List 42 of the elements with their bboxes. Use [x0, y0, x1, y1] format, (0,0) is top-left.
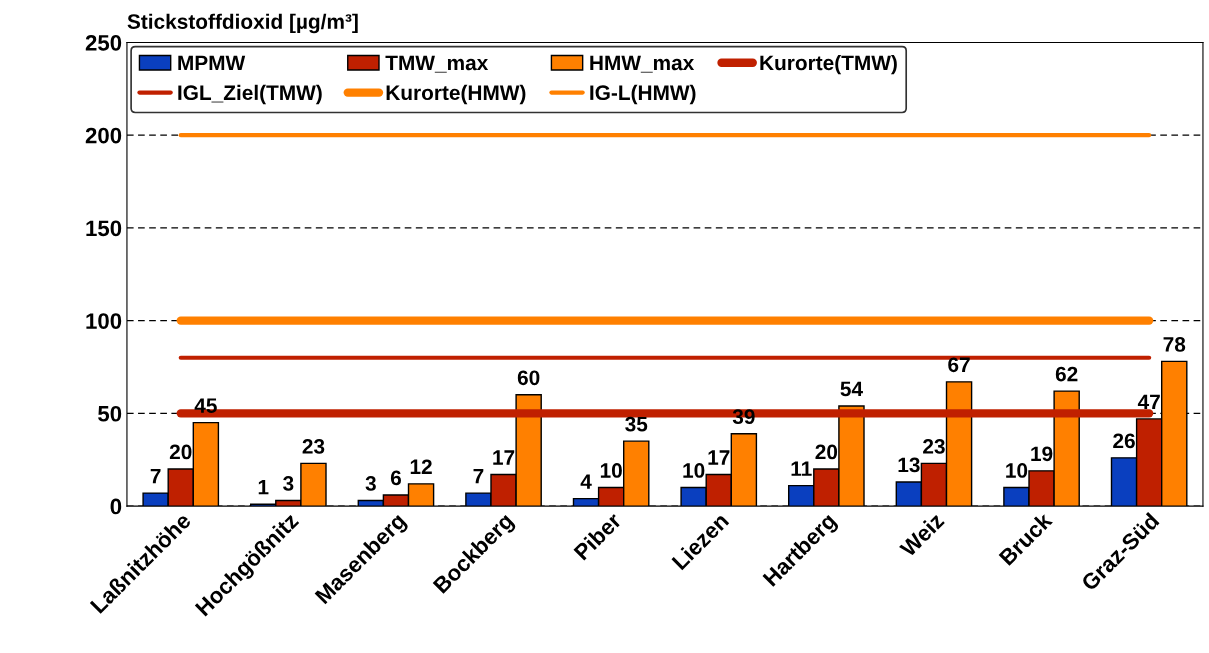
data-label: 10: [683, 463, 705, 478]
y-tick-label: 150: [86, 220, 122, 237]
legend-label: TMW_max: [385, 55, 489, 73]
y-tick-label: 100: [86, 313, 122, 329]
legend-label: IG-L(HMW): [590, 84, 696, 105]
data-label: 7: [473, 468, 484, 484]
y-tick-label: 0: [110, 498, 122, 515]
data-label: 6: [390, 470, 401, 486]
y-tick-label: 250: [85, 34, 122, 51]
data-label: 17: [708, 450, 730, 465]
legend-label: Kurorte(TMW): [760, 54, 897, 75]
data-label: 20: [169, 444, 192, 460]
data-label: 78: [1163, 337, 1186, 352]
data-label: 4: [580, 474, 592, 489]
data-label: 7: [150, 468, 161, 484]
data-label: 3: [365, 476, 376, 491]
data-label: 3: [283, 476, 294, 491]
y-tick-label: 50: [98, 405, 122, 422]
data-label: 23: [302, 439, 325, 454]
data-label: 20: [815, 444, 838, 460]
data-label: 60: [517, 370, 540, 386]
data-label: 12: [410, 459, 432, 474]
data-label: 11: [791, 461, 812, 476]
y-tick-label: 200: [85, 127, 122, 144]
legend-label: MPMW: [178, 55, 246, 71]
data-label: 23: [923, 439, 945, 454]
data-label: 10: [600, 463, 622, 478]
y-axis-title: Stickstoffdioxid [µg/m³]: [127, 13, 358, 34]
data-label: 35: [625, 416, 648, 432]
legend-label: Kurorte(HMW): [386, 84, 526, 105]
legend-label: IGL_Ziel(TMW): [178, 84, 322, 105]
legend-label: HMW_max: [590, 55, 695, 73]
data-label: 26: [1113, 433, 1135, 449]
data-label: 67: [948, 357, 970, 373]
data-label: 17: [493, 450, 515, 465]
data-label: 1: [258, 480, 269, 495]
data-label: 10: [1006, 463, 1028, 478]
data-label: 62: [1055, 366, 1078, 382]
data-label: 54: [840, 381, 863, 397]
data-label: 13: [898, 457, 920, 473]
data-label: 19: [1031, 446, 1053, 462]
data-label: 47: [1137, 394, 1160, 410]
